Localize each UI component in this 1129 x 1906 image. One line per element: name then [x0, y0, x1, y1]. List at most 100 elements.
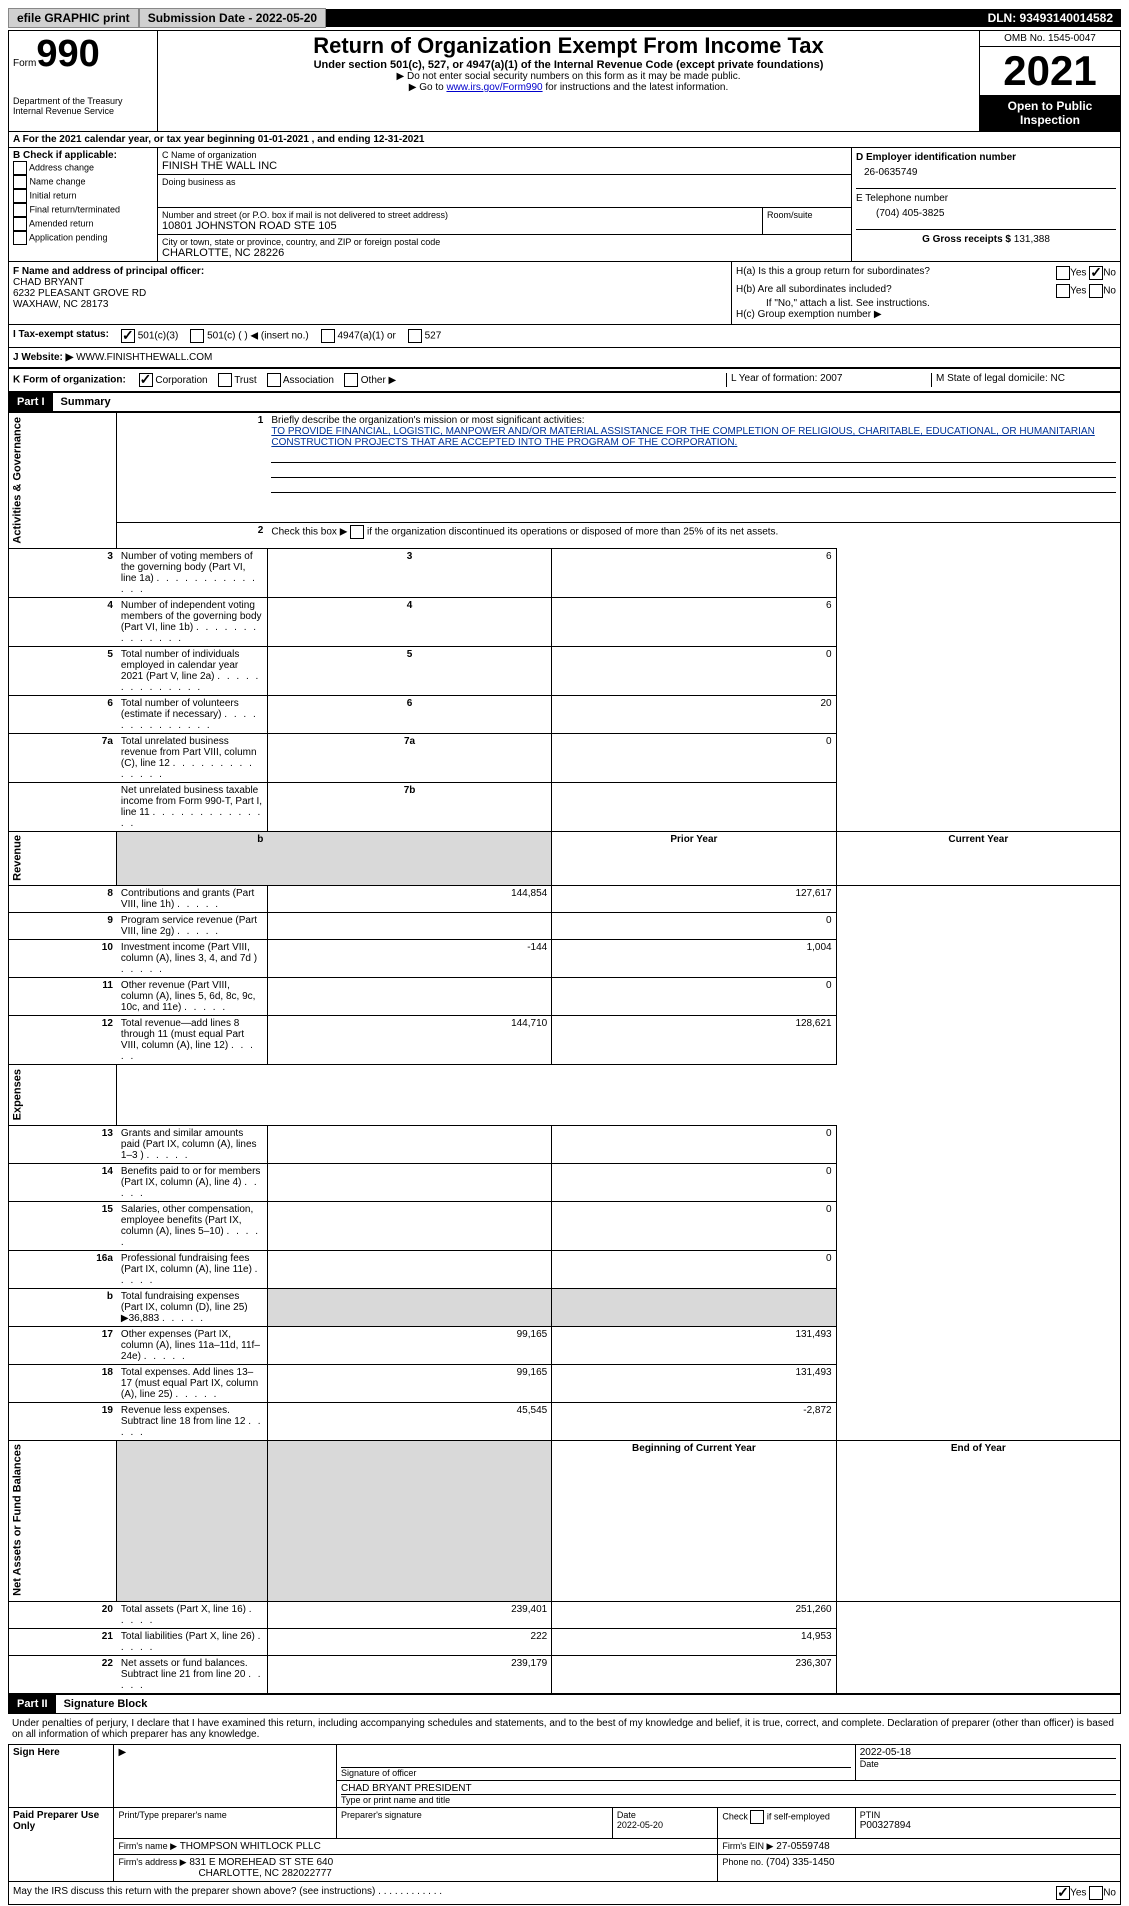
- hb-label: H(b) Are all subordinates included?: [736, 284, 892, 298]
- phone-label: E Telephone number: [856, 188, 1116, 204]
- k-opt-check[interactable]: [218, 373, 232, 387]
- org-address: 10801 JOHNSTON ROAD STE 105: [162, 220, 758, 232]
- dba-label: Doing business as: [162, 177, 847, 187]
- part2-header: Part II: [9, 1695, 56, 1713]
- ha-yes[interactable]: [1056, 266, 1070, 280]
- firm-name-label: Firm's name ▶: [118, 1841, 177, 1851]
- ha-label: H(a) Is this a group return for subordin…: [736, 266, 930, 280]
- discuss-yes[interactable]: [1056, 1886, 1070, 1900]
- gross-receipts: 131,388: [1014, 234, 1050, 245]
- part1-title: Summary: [53, 396, 111, 408]
- sign-here: Sign Here: [9, 1744, 114, 1807]
- gov-row: 5Total number of individuals employed in…: [9, 646, 1121, 695]
- addr-label: Number and street (or P.O. box if mail i…: [162, 210, 758, 220]
- begin-year-header: Beginning of Current Year: [552, 1440, 836, 1601]
- arrow-icon: ▶: [114, 1744, 337, 1807]
- open-public: Open to Public Inspection: [980, 95, 1120, 131]
- discuss-no[interactable]: [1089, 1886, 1103, 1900]
- prep-sig-label: Preparer's signature: [341, 1810, 608, 1820]
- submission-date: Submission Date - 2022-05-20: [139, 8, 326, 28]
- summary-row: 11Other revenue (Part VIII, column (A), …: [9, 978, 1121, 1016]
- box-b-check[interactable]: [13, 217, 27, 231]
- firm-name: THOMPSON WHITLOCK PLLC: [180, 1841, 321, 1852]
- year-formation: L Year of formation: 2007: [726, 373, 931, 387]
- summary-row: bTotal fundraising expenses (Part IX, co…: [9, 1288, 1121, 1326]
- note2-pre: ▶ Go to: [409, 82, 447, 93]
- note2-post: for instructions and the latest informat…: [543, 82, 729, 93]
- prior-year-header: Prior Year: [552, 831, 836, 886]
- self-emp-check[interactable]: [750, 1810, 764, 1824]
- ptin-label: PTIN: [860, 1810, 1116, 1820]
- hc-label: H(c) Group exemption number ▶: [736, 309, 1116, 320]
- k-opt-check[interactable]: [267, 373, 281, 387]
- end-year-header: End of Year: [836, 1440, 1120, 1601]
- box-b-item: Amended return: [13, 217, 153, 231]
- box-b-check[interactable]: [13, 231, 27, 245]
- gov-row: 4Number of independent voting members of…: [9, 597, 1121, 646]
- tax-year: 2021: [980, 47, 1120, 95]
- org-name: FINISH THE WALL INC: [162, 160, 847, 172]
- q2-post: if the organization discontinued its ope…: [364, 527, 778, 538]
- box-b-item: Initial return: [13, 189, 153, 203]
- hb-no[interactable]: [1089, 284, 1103, 298]
- box-b-item: Address change: [13, 161, 153, 175]
- print-name-label: Print/Type preparer's name: [118, 1810, 332, 1820]
- irs-link[interactable]: www.irs.gov/Form990: [446, 82, 542, 93]
- box-b-item: Name change: [13, 175, 153, 189]
- ha-no[interactable]: [1089, 266, 1103, 280]
- q2-checkbox[interactable]: [350, 525, 364, 539]
- box-b-item: Application pending: [13, 231, 153, 245]
- k-opt: Corporation: [139, 375, 208, 386]
- discuss-question: May the IRS discuss this return with the…: [13, 1886, 442, 1900]
- i-4947[interactable]: [321, 329, 335, 343]
- efile-label: efile GRAPHIC print: [8, 8, 139, 28]
- officer-addr: 6232 PLEASANT GROVE RD: [13, 288, 727, 299]
- summary-row: 17Other expenses (Part IX, column (A), l…: [9, 1326, 1121, 1364]
- firm-ein: 27-0559748: [776, 1841, 829, 1852]
- officer-city: WAXHAW, NC 28173: [13, 299, 727, 310]
- summary-row: 9Program service revenue (Part VIII, lin…: [9, 913, 1121, 940]
- box-b-check[interactable]: [13, 175, 27, 189]
- sig-date: 2022-05-18: [860, 1747, 1116, 1758]
- summary-row: 15Salaries, other compensation, employee…: [9, 1201, 1121, 1250]
- vert-netassets: Net Assets or Fund Balances: [9, 1440, 117, 1601]
- firm-phone: (704) 335-1450: [766, 1857, 834, 1868]
- summary-row: 10Investment income (Part VIII, column (…: [9, 940, 1121, 978]
- vert-governance: Activities & Governance: [9, 413, 117, 549]
- box-b-check[interactable]: [13, 189, 27, 203]
- box-j-label: J Website: ▶: [13, 352, 73, 363]
- i-527[interactable]: [408, 329, 422, 343]
- box-b-item: Final return/terminated: [13, 203, 153, 217]
- i-501c3[interactable]: [121, 329, 135, 343]
- line-a: A For the 2021 calendar year, or tax yea…: [9, 132, 1120, 148]
- box-b-check[interactable]: [13, 203, 27, 217]
- box-b-check[interactable]: [13, 161, 27, 175]
- k-opt-check[interactable]: [139, 373, 153, 387]
- omb-number: OMB No. 1545-0047: [980, 31, 1120, 47]
- box-b-label: B Check if applicable:: [13, 150, 153, 161]
- i-501c[interactable]: [190, 329, 204, 343]
- summary-row: 19Revenue less expenses. Subtract line 1…: [9, 1402, 1121, 1440]
- date-label: Date: [860, 1758, 1116, 1769]
- paid-preparer: Paid Preparer Use Only: [9, 1807, 114, 1881]
- box-d-label: D Employer identification number: [856, 152, 1116, 163]
- hb-yes[interactable]: [1056, 284, 1070, 298]
- q1: Briefly describe the organization's miss…: [271, 415, 584, 426]
- q2-pre: Check this box ▶: [271, 527, 350, 538]
- form-note2: ▶ Go to www.irs.gov/Form990 for instruct…: [162, 82, 975, 93]
- form-note1: ▶ Do not enter social security numbers o…: [162, 71, 975, 82]
- current-year-header: Current Year: [836, 831, 1120, 886]
- firm-ein-label: Firm's EIN ▶: [722, 1841, 773, 1851]
- vert-revenue: Revenue: [9, 831, 117, 886]
- prep-date-label: Date: [617, 1810, 713, 1820]
- part1-header: Part I: [9, 393, 53, 411]
- mission-text: TO PROVIDE FINANCIAL, LOGISTIC, MANPOWER…: [271, 426, 1094, 448]
- org-city: CHARLOTTE, NC 28226: [162, 247, 847, 259]
- gross-label: G Gross receipts $: [922, 234, 1011, 245]
- k-opt-check[interactable]: [344, 373, 358, 387]
- box-f-label: F Name and address of principal officer:: [13, 266, 204, 277]
- summary-row: 21Total liabilities (Part X, line 26) . …: [9, 1628, 1121, 1655]
- firm-addr-label: Firm's address ▶: [118, 1857, 186, 1867]
- summary-row: 20Total assets (Part X, line 16) . . . .…: [9, 1601, 1121, 1628]
- summary-row: 12Total revenue—add lines 8 through 11 (…: [9, 1016, 1121, 1065]
